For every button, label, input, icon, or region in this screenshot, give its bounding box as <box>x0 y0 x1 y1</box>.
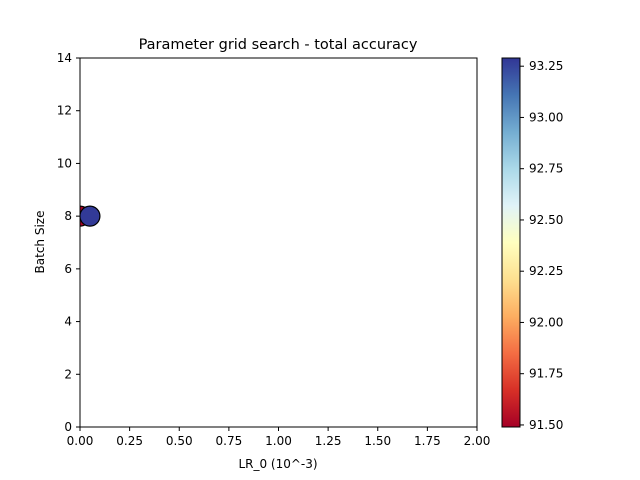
y-tick-label: 4 <box>64 315 72 329</box>
data-points <box>80 205 101 227</box>
data-point <box>80 205 101 227</box>
y-tick-label: 8 <box>64 209 72 223</box>
x-tick-label: 1.00 <box>265 434 292 448</box>
colorbar-tick-label: 92.25 <box>529 264 563 278</box>
y-tick-label: 10 <box>57 156 72 170</box>
colorbar-tick-label: 92.75 <box>529 162 563 176</box>
colorbar-tick-label: 91.75 <box>529 367 563 381</box>
colorbar <box>501 57 521 428</box>
y-tick-label: 2 <box>64 367 72 381</box>
plot-area-frame <box>79 57 478 428</box>
x-tick-label: 0.00 <box>67 434 94 448</box>
y-tick-label: 12 <box>57 104 72 118</box>
chart-title: Parameter grid search - total accuracy <box>139 37 418 53</box>
colorbar-ticks: 91.50 91.75 92.00 92.25 92.50 92.75 93.00 93.25 <box>520 59 563 432</box>
colorbar-tick-label: 93.25 <box>529 59 563 73</box>
y-tick-label: 14 <box>57 51 72 65</box>
x-tick-label: 0.75 <box>216 434 243 448</box>
x-axis-label: LR_0 (10^-3) <box>238 457 317 471</box>
x-tick-label: 2.00 <box>464 434 491 448</box>
y-axis-ticks: 0 2 4 6 8 10 12 14 <box>57 51 80 434</box>
x-axis-ticks: 0.00 0.25 0.50 0.75 1.00 1.25 1.50 1.75 2.00 <box>67 427 491 448</box>
x-tick-label: 0.25 <box>116 434 143 448</box>
colorbar-tick-label: 92.50 <box>529 213 563 227</box>
y-tick-label: 6 <box>64 262 72 276</box>
x-tick-label: 1.50 <box>364 434 391 448</box>
colorbar-tick-label: 93.00 <box>529 110 563 124</box>
y-axis-label: Batch Size <box>33 211 47 274</box>
y-tick-label: 0 <box>64 420 72 434</box>
x-tick-label: 0.50 <box>166 434 193 448</box>
x-tick-label: 1.75 <box>414 434 441 448</box>
colorbar-tick-label: 92.00 <box>529 315 563 329</box>
colorbar-tick-label: 91.50 <box>529 418 563 432</box>
x-tick-label: 1.25 <box>315 434 342 448</box>
